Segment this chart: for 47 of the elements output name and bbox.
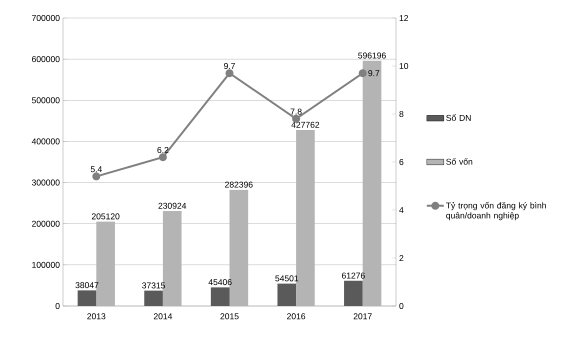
bar bbox=[277, 284, 296, 306]
point bbox=[226, 69, 234, 78]
y2-tick-label: 0 bbox=[399, 302, 404, 310]
bar bbox=[344, 280, 363, 306]
data-label: 6.2 bbox=[157, 146, 168, 153]
y2-tick-label: 4 bbox=[399, 207, 404, 213]
legend-label: Số DN bbox=[446, 114, 471, 121]
y2-tick-label: 10 bbox=[400, 62, 408, 69]
legend-label: Số vốn bbox=[446, 158, 472, 165]
data-label: 45406 bbox=[208, 279, 232, 286]
y-tick-label: 100000 bbox=[32, 262, 60, 268]
data-label: 54501 bbox=[275, 275, 298, 282]
data-label: 9.7 bbox=[368, 70, 380, 76]
point bbox=[358, 69, 367, 78]
legend-label: Tỷ trọng vốn đăng ký bình quân/doanh nghiệp bbox=[446, 202, 546, 220]
x-tick-label: 2017 bbox=[354, 313, 372, 320]
y2-tick-label: 6 bbox=[399, 158, 404, 165]
data-label: 37315 bbox=[142, 282, 166, 288]
data-label: 61276 bbox=[342, 272, 365, 279]
x-tick-label: 2013 bbox=[87, 313, 106, 320]
y-tick-label: 300000 bbox=[32, 180, 60, 186]
y-tick-label: 0 bbox=[56, 302, 60, 310]
y-tick-label: 600000 bbox=[32, 56, 60, 62]
y-tick-label: 500000 bbox=[32, 97, 60, 104]
data-label: 230924 bbox=[158, 202, 186, 209]
point bbox=[158, 153, 167, 162]
data-label: 427762 bbox=[291, 122, 320, 128]
data-label: 205120 bbox=[92, 213, 120, 220]
data-label: 282396 bbox=[225, 182, 253, 188]
data-label: 5.4 bbox=[90, 166, 102, 172]
bar bbox=[78, 290, 96, 306]
x-tick-label: 2016 bbox=[287, 313, 306, 320]
data-label: 7.8 bbox=[290, 108, 302, 115]
data-label: 596196 bbox=[358, 52, 386, 59]
y-tick-label: 400000 bbox=[32, 138, 60, 144]
y2-tick-label: 8 bbox=[399, 110, 404, 117]
data-label: 9.7 bbox=[224, 62, 235, 69]
bar bbox=[210, 287, 230, 306]
data-label: 38047 bbox=[75, 282, 98, 288]
bar bbox=[144, 290, 163, 306]
point bbox=[92, 172, 100, 180]
y2-tick-label: 2 bbox=[399, 255, 404, 261]
y-tick-label: 200000 bbox=[32, 220, 60, 227]
x-tick-label: 2014 bbox=[154, 313, 172, 320]
y-tick-label: 700000 bbox=[32, 14, 60, 22]
y2-tick-label: 12 bbox=[400, 15, 408, 21]
x-tick-label: 2015 bbox=[220, 313, 239, 320]
